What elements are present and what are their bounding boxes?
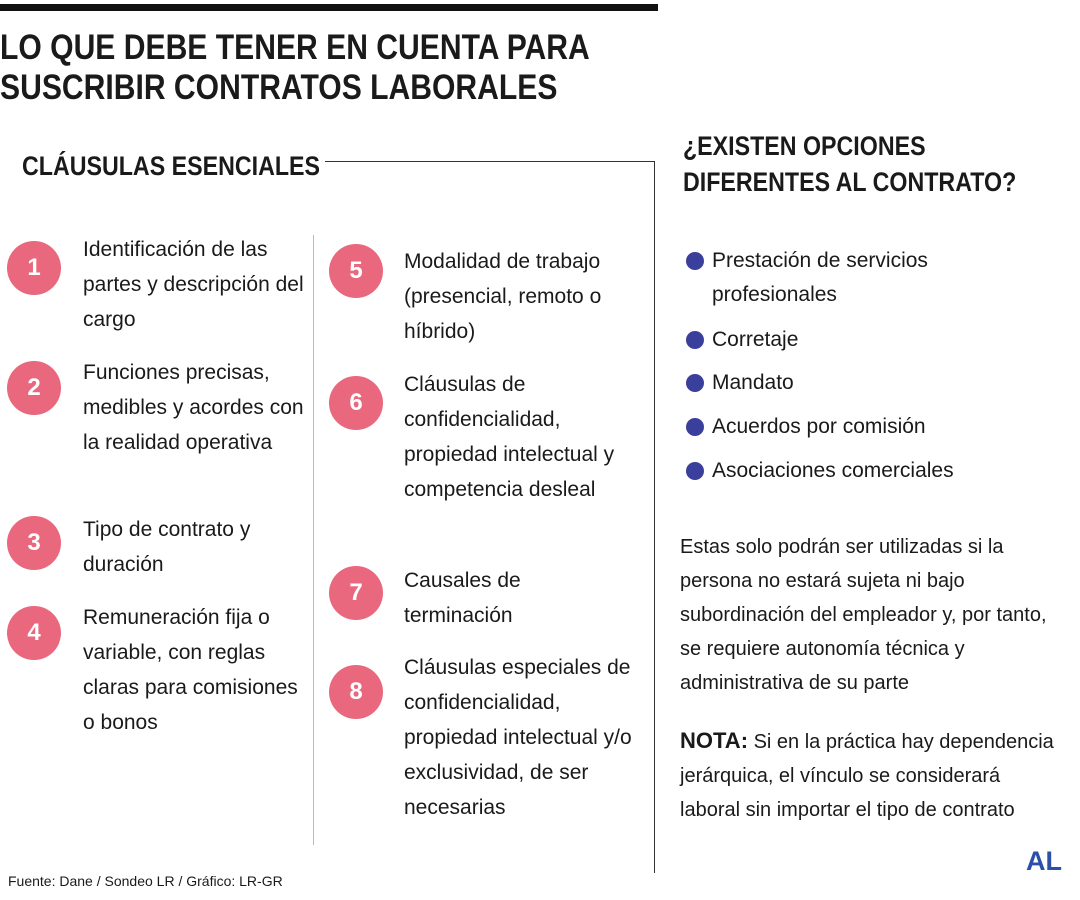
- source: Fuente: Dane / Sondeo LR / Gráfico: LR-G…: [8, 873, 283, 889]
- bullet: [686, 418, 704, 436]
- bullet: [686, 462, 704, 480]
- clause-number: 6: [329, 376, 383, 430]
- clause-text: Causales de terminación: [404, 569, 521, 627]
- clause-text: Cláusulas de confidencialidad, propiedad…: [404, 373, 615, 501]
- clause-text: Cláusulas especiales de confidencialidad…: [404, 656, 632, 819]
- note-text: Si en la práctica hay dependencia jerárq…: [680, 731, 1054, 821]
- title: LO QUE DEBE TENER EN CUENTA PARA SUSCRIB…: [0, 28, 589, 107]
- rule: [654, 161, 655, 873]
- clause-number: 7: [329, 566, 383, 620]
- clause-text: Funciones precisas, medibles y acordes c…: [83, 361, 304, 454]
- option-item: Mandato: [686, 366, 986, 400]
- logo: AL: [1026, 846, 1062, 876]
- top-bar: [0, 4, 658, 11]
- clause-number: 1: [7, 241, 61, 295]
- note-label: NOTA:: [680, 728, 749, 753]
- option-item: Asociaciones comerciales: [686, 454, 986, 488]
- clause-number: 8: [329, 665, 383, 719]
- clause-text: Tipo de contrato y duración: [83, 518, 251, 576]
- bullet: [686, 374, 704, 392]
- bullet: [686, 331, 704, 349]
- clause-number: 4: [7, 606, 61, 660]
- paragraph: Estas solo podrán ser utilizadas si la p…: [680, 536, 1047, 694]
- clause-number: 3: [7, 516, 61, 570]
- divider: [313, 235, 314, 845]
- clauses-title: CLÁUSULAS ESENCIALES: [22, 151, 321, 181]
- options-title: ¿EXISTEN OPCIONES DIFERENTES AL CONTRATO…: [683, 131, 1017, 197]
- option-text: Asociaciones comerciales: [712, 459, 954, 482]
- clause-text: Remuneración fija o variable, con reglas…: [83, 606, 298, 734]
- rule: [325, 161, 655, 162]
- note: NOTA: Si en la práctica hay dependencia …: [680, 724, 1065, 827]
- option-item: Corretaje: [686, 323, 986, 357]
- option-text: Mandato: [712, 371, 794, 394]
- option-item: Prestación de servicios profesionales: [686, 244, 986, 312]
- option-text: Acuerdos por comisión: [712, 415, 926, 438]
- option-text: Corretaje: [712, 328, 799, 351]
- bullet: [686, 252, 704, 270]
- clause-number: 5: [329, 244, 383, 298]
- clause-text: Modalidad de trabajo (presencial, remoto…: [404, 250, 602, 343]
- clause-number: 2: [7, 361, 61, 415]
- option-item: Acuerdos por comisión: [686, 410, 986, 444]
- option-text: Prestación de servicios profesionales: [712, 249, 928, 306]
- clause-text: Identificación de las partes y descripci…: [83, 238, 304, 331]
